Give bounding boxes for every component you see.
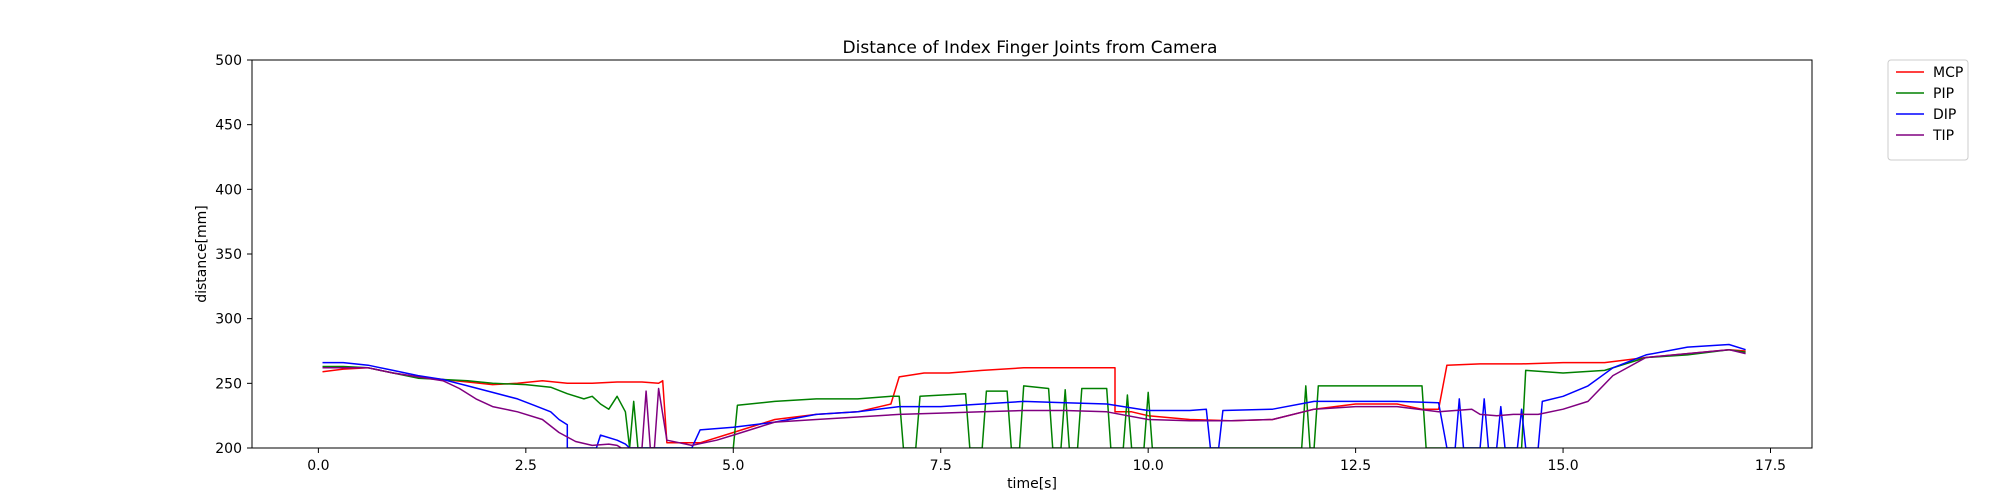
series-line-tip <box>322 348 1746 448</box>
legend-label-tip: TIP <box>1932 128 1954 144</box>
x-tick-label: 0.0 <box>307 458 329 474</box>
x-tick-label: 15.0 <box>1547 458 1578 474</box>
y-axis-label: distance[mm] <box>194 205 210 303</box>
legend: MCP PIP DIP TIP <box>1887 59 1969 161</box>
series-lines <box>322 343 1746 448</box>
x-tick-label: 2.5 <box>515 458 537 474</box>
legend-label-mcp: MCP <box>1933 65 1963 81</box>
legend-label-dip: DIP <box>1933 107 1956 123</box>
chart-title: Distance of Index Finger Joints from Cam… <box>843 38 1218 58</box>
y-tick-label: 350 <box>215 247 242 263</box>
y-tick-label: 300 <box>215 312 242 328</box>
series-line-mcp <box>322 348 1746 444</box>
x-tick-label: 17.5 <box>1755 458 1786 474</box>
y-axis: 200 250 300 350 400 450 500 <box>215 53 252 457</box>
y-tick-label: 400 <box>215 182 242 198</box>
series-line-pip <box>322 348 1746 448</box>
x-tick-label: 12.5 <box>1340 458 1371 474</box>
legend-label-pip: PIP <box>1933 86 1954 102</box>
x-tick-label: 10.0 <box>1133 458 1164 474</box>
y-tick-label: 450 <box>215 118 242 134</box>
x-tick-label: 5.0 <box>722 458 744 474</box>
y-tick-label: 200 <box>215 441 242 457</box>
series-line-dip <box>322 343 1746 448</box>
x-axis: 0.0 2.5 5.0 7.5 10.0 12.5 15.0 17.5 <box>307 448 1786 474</box>
x-tick-label: 7.5 <box>930 458 952 474</box>
x-axis-label: time[s] <box>1007 476 1057 492</box>
y-tick-label: 250 <box>215 376 242 392</box>
y-tick-label: 500 <box>215 53 242 69</box>
